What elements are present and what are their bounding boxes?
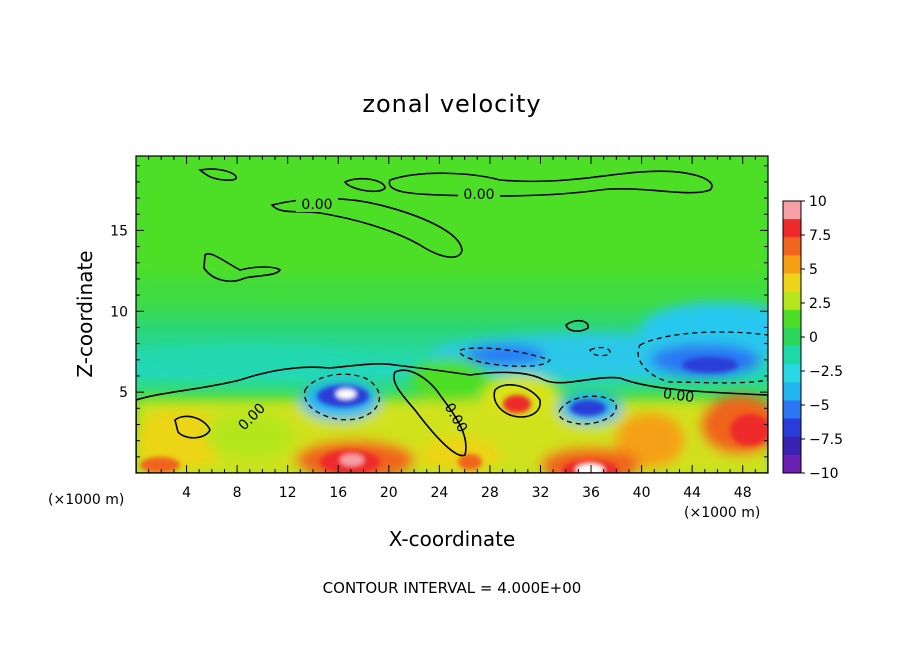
contour-interval-text: CONTOUR INTERVAL = 4.000E+00: [323, 579, 582, 597]
colorbar-swatch: [783, 273, 801, 293]
contour-low-band: [136, 362, 768, 473]
heatmap-cores: [140, 357, 768, 473]
colorbar-swatch: [783, 237, 801, 256]
x-tick-label: 32: [532, 485, 550, 501]
contour-label: 0.00: [301, 197, 332, 213]
x-tick-label: 36: [582, 485, 600, 501]
dashed-contour-left: [304, 373, 381, 421]
colorbar-swatch: [783, 364, 801, 383]
colorbar-tick-label: 10: [809, 194, 827, 210]
colorbar-swatch: [783, 327, 801, 347]
y-axis-label: Z-coordinate: [73, 250, 97, 377]
contour-center-tongue: [393, 369, 467, 457]
contour-small: [565, 319, 589, 332]
colorbar-tick-label: 7.5: [809, 228, 831, 244]
colorbar-swatch: [783, 400, 801, 420]
colorbar-swatch: [783, 255, 801, 275]
x-tick-label: 40: [633, 485, 651, 501]
dashed-contour-small: [589, 346, 611, 357]
contour-right-pocket: [493, 384, 541, 418]
x-tick-label: 48: [734, 485, 752, 501]
x-unit-label-left: (×1000 m): [48, 492, 124, 508]
colorbar-swatch: [783, 382, 801, 401]
colorbar-tick-label: 0: [809, 330, 818, 346]
x-tick-label: 44: [683, 485, 701, 501]
colorbar-tick-label: −7.5: [809, 432, 843, 448]
contour-hook: [203, 253, 282, 282]
colorbar-swatch: [783, 346, 801, 365]
plot-area: 0.00 0.00 0.00 0.00 0.00: [136, 156, 768, 473]
dashed-contour-mid: [558, 395, 617, 425]
contour-blob-a: [343, 177, 386, 193]
colorbar: 10 7.5 5 2.5 0 −2.5 −5 −7.5 −10: [782, 194, 843, 482]
dashed-contours: [304, 331, 768, 425]
contour-lines: [136, 168, 768, 473]
contour-long-tongue: [270, 197, 463, 258]
heatmap-blobs: [136, 156, 768, 473]
x-tick-label: 12: [279, 485, 297, 501]
colorbar-tick-label: 2.5: [809, 296, 831, 312]
colorbar-swatch: [783, 201, 801, 220]
colorbar-swatch: [783, 436, 801, 456]
x-axis: 4 8 12 16 20 24 28 32 36 40 44 48: [148, 156, 756, 501]
x-unit-label-right: (×1000 m): [684, 505, 760, 521]
colorbar-swatch: [783, 219, 801, 238]
x-tick-label: 4: [182, 485, 191, 501]
contour-top: [198, 168, 238, 181]
x-tick-label: 28: [481, 485, 499, 501]
colorbar-tick-label: −10: [809, 466, 839, 482]
chart-title: zonal velocity: [362, 90, 541, 118]
y-axis: 5 10 15: [110, 165, 768, 458]
colorbar-swatch: [783, 454, 801, 474]
colorbar-tick-label: −5: [809, 398, 830, 414]
colorbar-tick-label: 5: [809, 262, 818, 278]
colorbar-swatch: [783, 291, 801, 311]
x-tick-label: 16: [329, 485, 347, 501]
colorbar-swatch: [783, 309, 801, 329]
y-tick-label: 5: [119, 385, 128, 401]
x-tick-label: 24: [430, 485, 448, 501]
y-tick-label: 15: [110, 223, 128, 239]
colorbar-swatch: [783, 418, 801, 438]
contour-label: 0.00: [662, 386, 695, 406]
dashed-contour-upper: [459, 347, 551, 367]
colorbar-tick-label: −2.5: [809, 364, 843, 380]
x-axis-label: X-coordinate: [389, 527, 516, 551]
contour-top-right: [388, 170, 713, 197]
x-tick-label: 20: [380, 485, 398, 501]
y-tick-label: 10: [110, 304, 128, 320]
contour-left-pocket: [174, 415, 211, 439]
contour-label: 0.00: [463, 187, 494, 203]
x-tick-label: 8: [233, 485, 242, 501]
